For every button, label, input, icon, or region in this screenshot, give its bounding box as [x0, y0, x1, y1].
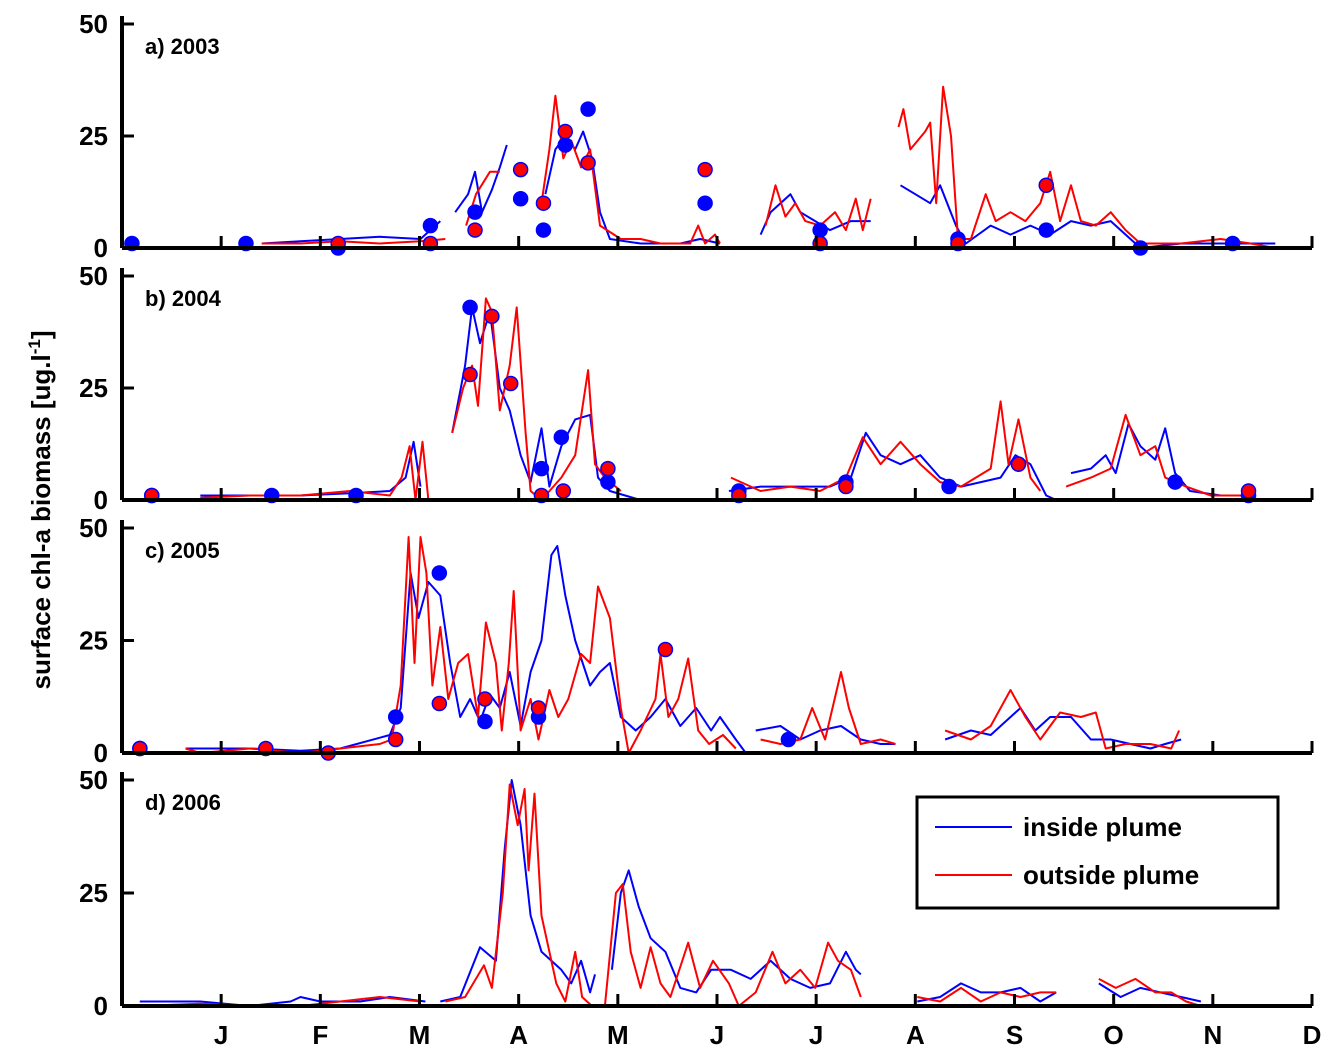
x-tick-label: M [409, 1020, 431, 1050]
panel-title: b) 2004 [145, 286, 222, 311]
y-label-superscript: -1 [25, 339, 44, 354]
data-point [477, 713, 493, 730]
y-tick-label: 25 [79, 878, 108, 908]
x-tick-label: J [710, 1020, 724, 1050]
y-label-text: ] [26, 330, 56, 339]
panel-title: c) 2005 [145, 538, 220, 563]
y-tick-label: 50 [79, 765, 108, 795]
x-tick-label: J [214, 1020, 228, 1050]
data-point [697, 161, 713, 178]
panel: a) 2003 0 25 50 [79, 9, 1314, 263]
data-point [431, 695, 448, 712]
legend-label: inside plume [1023, 812, 1182, 842]
data-point [467, 204, 483, 220]
y-tick-label: 25 [79, 626, 108, 656]
data-point [600, 474, 616, 490]
y-tick-label: 50 [79, 513, 108, 543]
y-tick-label: 0 [94, 233, 108, 263]
y-tick-label: 0 [94, 485, 108, 515]
data-point [535, 222, 552, 238]
data-point [502, 375, 519, 392]
x-tick-label: F [312, 1020, 328, 1050]
x-tick-label: J [809, 1020, 823, 1050]
x-tick-label: M [607, 1020, 629, 1050]
data-point [533, 460, 550, 477]
data-point [477, 691, 493, 707]
data-point [512, 161, 529, 178]
data-point [553, 429, 570, 446]
x-tick-label: N [1203, 1020, 1222, 1050]
data-point [557, 123, 574, 140]
data-point [535, 195, 552, 211]
data-point [431, 565, 448, 581]
data-point [780, 731, 797, 748]
data-point [512, 190, 529, 207]
data-point [812, 222, 828, 238]
data-point [1240, 483, 1257, 499]
data-point [600, 460, 616, 477]
data-point [580, 101, 596, 117]
data-point [1038, 222, 1054, 238]
x-tick-label: S [1006, 1020, 1023, 1050]
data-point [555, 483, 572, 499]
data-point [387, 709, 404, 725]
data-point [1038, 177, 1054, 194]
y-tick-label: 25 [79, 373, 108, 403]
panel: b) 2004 0 25 50 [79, 261, 1314, 515]
y-tick-label: 0 [94, 738, 108, 768]
x-tick-label: O [1104, 1020, 1124, 1050]
legend-label: outside plume [1023, 860, 1199, 890]
data-line [200, 297, 1241, 501]
data-line [261, 85, 1276, 249]
data-point [462, 366, 478, 383]
data-point [1167, 474, 1183, 490]
data-point [467, 222, 483, 238]
data-line [185, 536, 1181, 754]
y-tick-label: 50 [79, 9, 108, 39]
x-tick-label: A [906, 1020, 925, 1050]
data-line [261, 130, 1276, 249]
y-label-text: surface chl-a biomass [ug.l [26, 354, 56, 689]
data-point [557, 137, 574, 153]
data-point [422, 217, 439, 234]
y-tick-label: 25 [79, 121, 108, 151]
data-point [462, 299, 478, 316]
data-line [139, 779, 1202, 1007]
data-line [185, 545, 1182, 754]
data-point [838, 478, 854, 495]
legend-box [915, 795, 1280, 910]
y-tick-label: 50 [79, 261, 108, 291]
data-point [484, 308, 500, 325]
data-point [580, 155, 596, 171]
y-tick-label: 0 [94, 991, 108, 1021]
y-axis-label: surface chl-a biomass [ug.l-1] [25, 330, 56, 689]
data-line [200, 306, 1251, 501]
data-point [387, 731, 404, 748]
x-tick-label: A [509, 1020, 528, 1050]
panel-title: d) 2006 [145, 790, 221, 815]
panel: c) 2005 0 25 50 [79, 513, 1314, 768]
data-point [530, 700, 547, 716]
data-point [697, 195, 713, 211]
x-tick-label: D [1303, 1020, 1322, 1050]
data-point [1010, 456, 1027, 472]
data-point [941, 478, 957, 495]
data-point [657, 641, 674, 658]
panel-title: a) 2003 [145, 34, 220, 59]
